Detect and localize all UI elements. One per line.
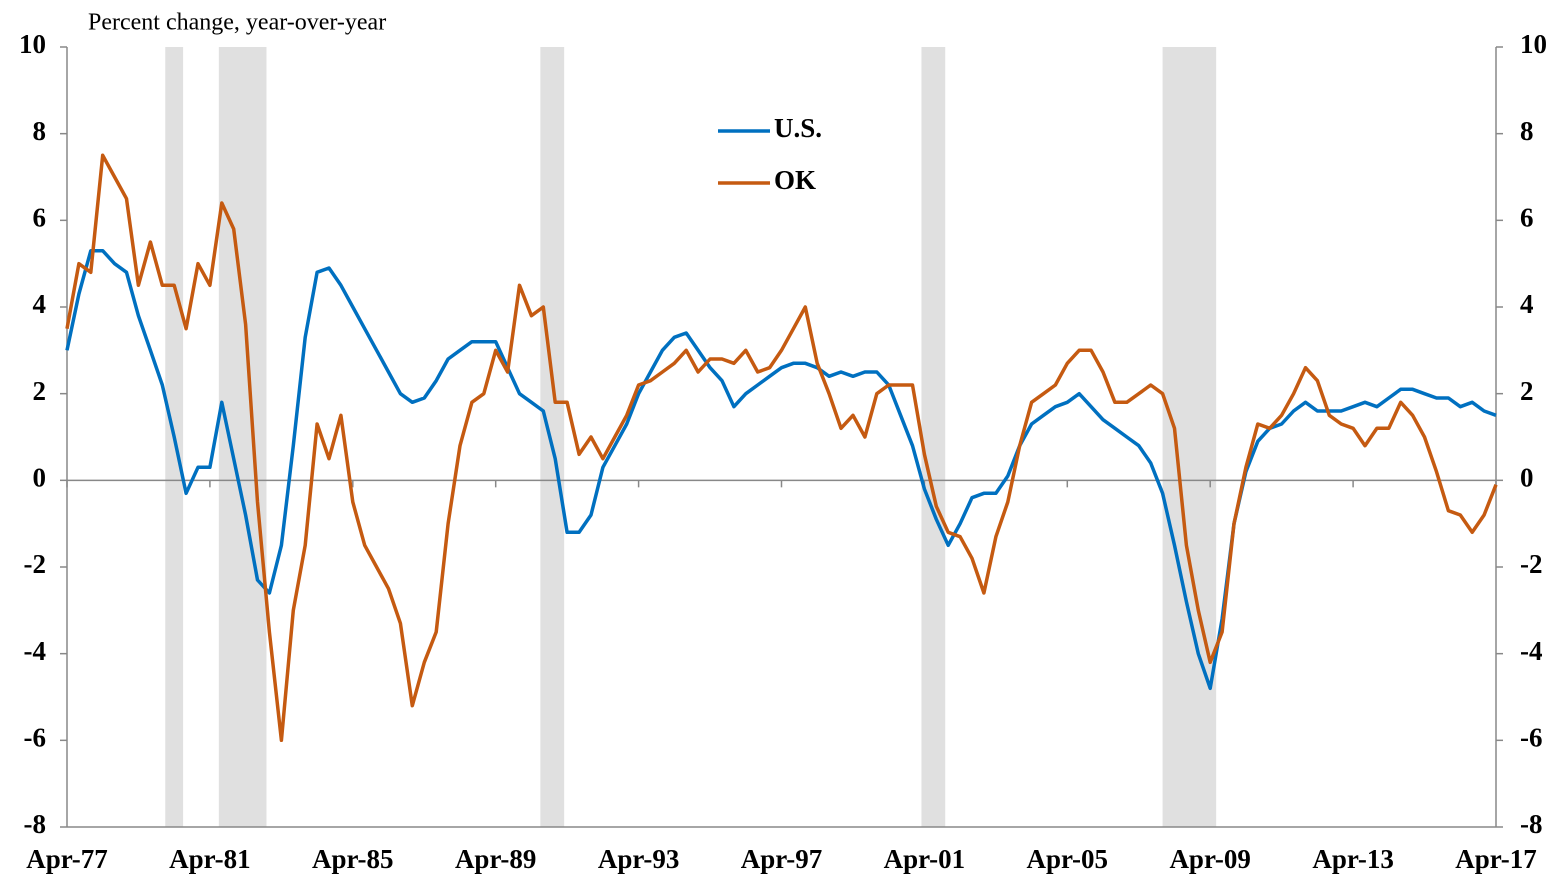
x-tick-label: Apr-13 (1312, 844, 1394, 874)
recession-band (1162, 47, 1217, 827)
recession-band (218, 47, 267, 827)
recession-band (921, 47, 946, 827)
chart-title: Percent change, year-over-year (88, 10, 386, 36)
y-tick-label: 10 (19, 29, 46, 59)
y-tick-label: 4 (33, 289, 47, 319)
x-tick-label: Apr-97 (741, 844, 823, 874)
legend-label: U.S. (774, 113, 822, 143)
series-line (65, 153, 1498, 743)
y2-tick-label: 0 (1520, 463, 1534, 493)
series-line (65, 248, 1497, 691)
y2-tick-label: 6 (1520, 203, 1534, 233)
x-tick-label: Apr-89 (455, 844, 537, 874)
y2-tick-label: 2 (1520, 376, 1534, 406)
y2-tick-label: -2 (1520, 549, 1543, 579)
legend-label: OK (774, 165, 816, 195)
y-tick-label: -6 (24, 723, 47, 753)
y-tick-label: 0 (33, 463, 47, 493)
x-tick-label: Apr-81 (169, 844, 251, 874)
x-tick-label: Apr-85 (312, 844, 394, 874)
y2-tick-label: -8 (1520, 809, 1543, 839)
y2-tick-label: -4 (1520, 636, 1543, 666)
x-tick-label: Apr-77 (26, 844, 108, 874)
y2-tick-label: 4 (1520, 289, 1534, 319)
y2-tick-label: 8 (1520, 116, 1534, 146)
recession-band (540, 47, 565, 827)
y-tick-label: -2 (24, 549, 47, 579)
x-tick-label: Apr-01 (884, 844, 966, 874)
x-tick-label: Apr-93 (598, 844, 680, 874)
y-tick-label: -4 (24, 636, 47, 666)
x-tick-label: Apr-05 (1027, 844, 1109, 874)
y-tick-label: 6 (33, 203, 47, 233)
y-tick-label: 8 (33, 116, 47, 146)
x-tick-label: Apr-17 (1455, 844, 1537, 874)
y2-tick-label: -6 (1520, 723, 1543, 753)
y-tick-label: -8 (24, 809, 47, 839)
y2-tick-label: 10 (1520, 29, 1547, 59)
y-tick-label: 2 (33, 376, 47, 406)
x-tick-label: Apr-09 (1169, 844, 1251, 874)
